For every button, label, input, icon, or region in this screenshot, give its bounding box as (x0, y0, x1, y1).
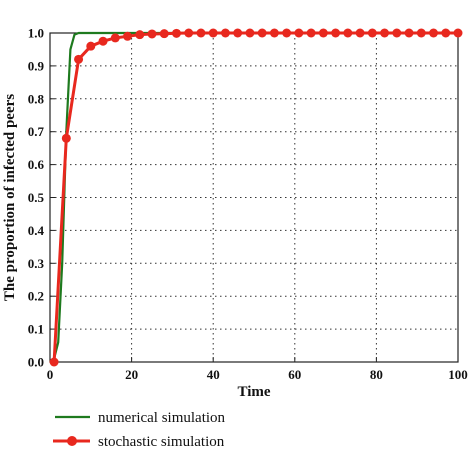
y-tick-label: 0.3 (28, 256, 45, 271)
y-tick-label: 0.7 (28, 124, 45, 139)
data-point (171, 28, 181, 38)
data-point (380, 28, 390, 38)
x-tick-label: 0 (47, 367, 54, 382)
data-point (220, 28, 230, 38)
data-point (367, 28, 377, 38)
data-point (355, 28, 365, 38)
data-point (306, 28, 316, 38)
series-line-stochastic (52, 31, 458, 363)
data-point (49, 357, 59, 367)
data-point (74, 54, 84, 64)
data-point (245, 28, 255, 38)
y-tick-label: 0.4 (28, 223, 45, 238)
x-tick-label: 20 (125, 367, 138, 382)
data-point (282, 28, 292, 38)
x-axis-title: Time (237, 384, 270, 400)
data-point (159, 29, 169, 39)
data-point (98, 36, 108, 46)
y-tick-label: 0.5 (28, 190, 45, 205)
data-point (86, 41, 96, 51)
x-tick-label: 100 (448, 367, 468, 382)
data-point (269, 28, 279, 38)
x-tick-label: 80 (370, 367, 383, 382)
data-point (343, 28, 353, 38)
data-point (404, 28, 414, 38)
y-tick-label: 0.9 (28, 58, 45, 73)
data-point (61, 133, 71, 143)
x-tick-label: 60 (288, 367, 301, 382)
grid (50, 33, 458, 362)
data-point (416, 28, 426, 38)
data-point (208, 28, 218, 38)
data-point (318, 28, 328, 38)
y-tick-label: 0.8 (28, 91, 45, 106)
data-point (196, 28, 206, 38)
y-tick-label: 1.0 (28, 26, 44, 41)
tick-labels: 0 20 40 60 80 100 0.0 0.1 0.2 0.3 0.4 0.5 0.6 0.7 0.8 0… (28, 26, 468, 383)
data-point (147, 29, 157, 39)
legend-label-numerical: numerical simulation (98, 410, 226, 426)
legend-marker-stochastic (67, 436, 77, 446)
data-point (441, 28, 451, 38)
data-point (110, 33, 120, 43)
series (49, 28, 463, 367)
data-point (123, 31, 133, 41)
y-tick-label: 0.2 (28, 289, 44, 304)
data-point (257, 28, 267, 38)
x-tick-label: 40 (207, 367, 220, 382)
data-point (135, 30, 145, 40)
data-point (184, 28, 194, 38)
legend-label-stochastic: stochastic simulation (98, 434, 225, 450)
data-point (453, 28, 463, 38)
data-point (331, 28, 341, 38)
legend: numerical simulation stochastic simulati… (53, 410, 226, 450)
y-axis-title: The proportion of infected peers (2, 94, 18, 301)
data-point (392, 28, 402, 38)
y-tick-label: 0.1 (28, 322, 44, 337)
y-tick-label: 0.0 (28, 355, 44, 370)
y-tick-label: 0.6 (28, 157, 45, 172)
data-point (233, 28, 243, 38)
data-point (294, 28, 304, 38)
data-point (429, 28, 439, 38)
